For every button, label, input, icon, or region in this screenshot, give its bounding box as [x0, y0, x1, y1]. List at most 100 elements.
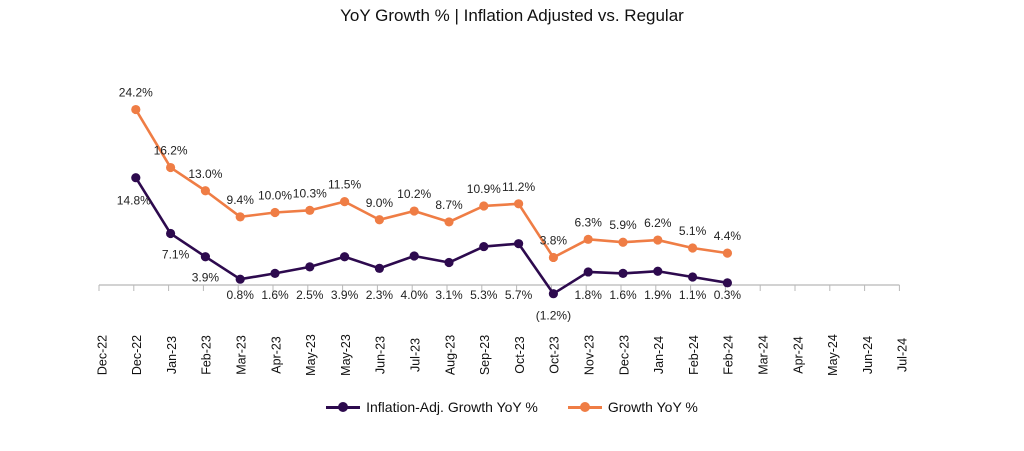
- legend-swatch-growth: [567, 400, 602, 414]
- point-growth[interactable]: [444, 217, 454, 227]
- data-label-inflation-adj: 1.9%: [644, 288, 672, 302]
- x-tick-label: Feb-24: [687, 335, 701, 375]
- point-inflation-adj[interactable]: [409, 251, 419, 261]
- point-inflation-adj[interactable]: [548, 289, 559, 299]
- data-label-growth: 11.2%: [502, 180, 535, 194]
- point-inflation-adj[interactable]: [479, 241, 489, 252]
- point-growth[interactable]: [235, 212, 245, 222]
- x-tick-label: Feb-23: [200, 335, 214, 375]
- x-tick-label: Oct-23: [513, 336, 527, 374]
- point-inflation-adj[interactable]: [131, 173, 141, 183]
- x-tick-label: Apr-24: [791, 336, 805, 374]
- point-inflation-adj[interactable]: [374, 263, 384, 273]
- point-inflation-adj[interactable]: [305, 262, 315, 272]
- point-inflation-adj[interactable]: [270, 268, 280, 278]
- legend: Inflation-Adj. Growth YoY % Growth YoY %: [0, 399, 1024, 415]
- point-growth[interactable]: [166, 162, 176, 173]
- point-inflation-adj[interactable]: [200, 252, 210, 262]
- legend-item-growth[interactable]: Growth YoY %: [567, 399, 698, 415]
- data-label-inflation-adj: 5.7%: [505, 288, 533, 302]
- point-growth[interactable]: [131, 104, 141, 115]
- legend-label-inflation-adj: Inflation-Adj. Growth YoY %: [366, 399, 538, 415]
- point-growth[interactable]: [479, 201, 489, 211]
- x-tick-label: Jun-24: [861, 336, 875, 374]
- x-tick-label: Nov-23: [582, 335, 596, 375]
- point-inflation-adj[interactable]: [653, 266, 663, 276]
- data-label-growth: 6.3%: [575, 215, 603, 229]
- data-label-inflation-adj: 4.0%: [401, 288, 429, 302]
- data-label-inflation-adj: 7.1%: [162, 248, 190, 262]
- data-label-growth: 5.1%: [679, 224, 707, 238]
- point-growth[interactable]: [200, 186, 210, 196]
- x-tick-label: Dec-22: [95, 335, 109, 375]
- point-growth[interactable]: [340, 197, 350, 207]
- data-label-growth: 9.4%: [227, 193, 255, 207]
- point-growth[interactable]: [409, 206, 419, 216]
- series-line-growth: [134, 108, 728, 259]
- x-tick-label: Jan-23: [165, 336, 179, 374]
- chart-title: YoY Growth % | Inflation Adjusted vs. Re…: [340, 6, 684, 25]
- data-label-inflation-adj: 3.1%: [435, 288, 463, 302]
- point-inflation-adj[interactable]: [722, 278, 733, 288]
- x-tick-label: Jul-24: [896, 338, 910, 372]
- point-inflation-adj[interactable]: [688, 272, 698, 282]
- data-label-growth: 10.2%: [397, 187, 431, 201]
- point-growth[interactable]: [374, 215, 384, 225]
- point-inflation-adj[interactable]: [583, 267, 593, 277]
- x-tick-label: Apr-23: [269, 336, 283, 374]
- point-growth[interactable]: [618, 237, 628, 247]
- data-label-inflation-adj: 2.5%: [296, 288, 324, 302]
- legend-swatch-inflation-adj: [326, 400, 361, 414]
- x-tick-label: Jul-23: [408, 338, 422, 372]
- point-growth[interactable]: [514, 199, 524, 209]
- data-label-growth: 5.9%: [609, 218, 637, 232]
- x-tick-label: Feb-24: [722, 335, 736, 375]
- data-label-growth: 10.9%: [467, 182, 501, 196]
- data-label-inflation-adj: (1.2%): [536, 309, 571, 323]
- legend-label-growth: Growth YoY %: [607, 399, 698, 415]
- point-inflation-adj[interactable]: [514, 239, 524, 249]
- point-growth[interactable]: [305, 205, 315, 215]
- x-tick-label: Aug-23: [443, 335, 457, 375]
- data-label-growth: 9.0%: [366, 196, 394, 210]
- point-inflation-adj[interactable]: [340, 252, 350, 262]
- point-growth[interactable]: [583, 234, 593, 244]
- point-growth[interactable]: [548, 252, 559, 263]
- series-layer: [131, 104, 733, 299]
- data-label-inflation-adj: 14.8%: [117, 194, 151, 208]
- x-tick-label: May-24: [826, 334, 840, 376]
- x-tick-label: Mar-23: [234, 335, 248, 375]
- data-label-growth: 3.8%: [540, 233, 568, 247]
- point-growth[interactable]: [688, 243, 698, 253]
- data-label-growth: 24.2%: [119, 86, 153, 100]
- data-label-growth: 11.5%: [328, 178, 361, 192]
- data-label-inflation-adj: 0.3%: [714, 288, 742, 302]
- x-tick-label: Dec-23: [617, 335, 631, 375]
- data-labels: 14.8%7.1%3.9%0.8% 1.6% 2.5% 3.9% 2.3% 4.0% 3.1…: [117, 86, 742, 323]
- data-label-growth: 16.2%: [154, 144, 188, 158]
- x-tick-label: May-23: [339, 334, 353, 376]
- data-label-inflation-adj: 3.9%: [192, 271, 220, 285]
- x-axis: Dec-22 Dec-22 Jan-23 Feb-23 Mar-23 Apr-23 May-…: [95, 284, 910, 376]
- x-tick-label: Jun-23: [374, 336, 388, 374]
- point-inflation-adj[interactable]: [618, 268, 628, 278]
- data-label-growth: 6.2%: [644, 216, 672, 230]
- point-inflation-adj[interactable]: [235, 274, 245, 284]
- data-label-inflation-adj: 1.6%: [609, 288, 637, 302]
- point-growth[interactable]: [270, 207, 280, 218]
- data-label-growth: 13.0%: [188, 167, 222, 181]
- x-tick-label: Oct-23: [548, 336, 562, 374]
- data-label-inflation-adj: 5.3%: [470, 288, 498, 302]
- point-inflation-adj[interactable]: [166, 228, 176, 239]
- legend-item-inflation-adj[interactable]: Inflation-Adj. Growth YoY %: [326, 399, 538, 415]
- data-label-growth: 4.4%: [714, 229, 742, 243]
- x-tick-label: Dec-22: [130, 335, 144, 375]
- point-inflation-adj[interactable]: [444, 257, 454, 268]
- x-tick-label: Sep-23: [478, 335, 492, 375]
- x-tick-label: Jan-24: [652, 336, 666, 374]
- point-growth[interactable]: [653, 235, 663, 245]
- x-tick-label: Mar-24: [756, 335, 770, 375]
- point-growth[interactable]: [722, 248, 733, 258]
- x-tick-label: May-23: [304, 334, 318, 376]
